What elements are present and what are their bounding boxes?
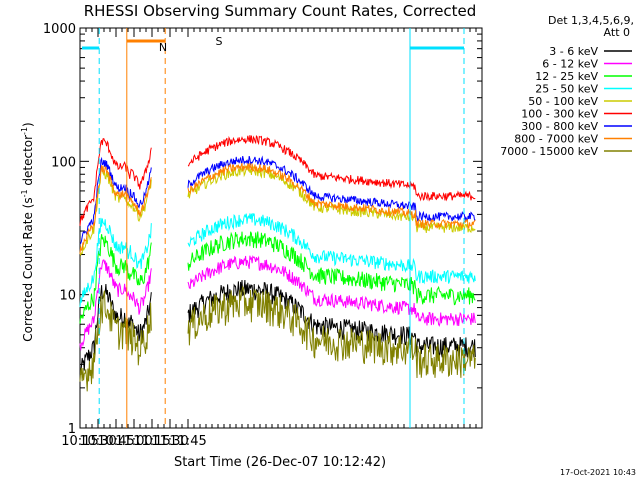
y-axis-label: Corrected Count Rate (s-1 detector-1) xyxy=(20,122,35,341)
y-axis-label-sup1: -1 xyxy=(20,189,29,197)
series-line xyxy=(79,285,476,392)
legend-label: 300 - 800 keV xyxy=(521,120,598,133)
legend-label: 12 - 25 keV xyxy=(535,70,598,83)
series-line xyxy=(79,279,476,375)
legend-label: 50 - 100 keV xyxy=(528,95,598,108)
saa-label: S xyxy=(216,35,223,48)
legend-label: 25 - 50 keV xyxy=(535,83,598,96)
series-line xyxy=(79,162,476,254)
x-tick-label: 10:15 xyxy=(61,434,98,449)
legend-label: 6 - 12 keV xyxy=(542,58,598,71)
x-tick-label: 11:15 xyxy=(133,434,170,449)
series-line xyxy=(79,213,476,308)
y-tick-label: 1000 xyxy=(43,22,76,37)
series-line xyxy=(79,255,476,351)
legend-label: 100 - 300 keV xyxy=(521,108,598,121)
series-line xyxy=(79,135,476,226)
chart-title: RHESSI Observing Summary Count Rates, Co… xyxy=(84,2,477,20)
legend-header-1: Det 1,3,4,5,6,9, xyxy=(548,14,634,27)
timestamp: 17-Oct-2021 10:43 xyxy=(560,468,636,477)
x-tick-label: 10:30 xyxy=(79,434,116,449)
y-axis-label-mid: detector xyxy=(21,135,35,190)
event-markers xyxy=(82,28,465,428)
data-series xyxy=(79,135,476,392)
series-line xyxy=(79,231,476,324)
legend-label: 7000 - 15000 keV xyxy=(500,145,598,158)
y-tick-label: 10 xyxy=(59,289,76,304)
x-tick-label: 10:45 xyxy=(97,434,134,449)
legend-label: 3 - 6 keV xyxy=(549,45,598,58)
night-label: N xyxy=(159,41,167,54)
y-tick-label: 1 xyxy=(68,422,76,437)
x-tick-label: 11:30 xyxy=(151,434,188,449)
x-axis-label: Start Time (26-Dec-07 10:12:42) xyxy=(174,455,386,470)
plot-frame xyxy=(79,27,483,429)
x-tick-label: 11:45 xyxy=(169,434,206,449)
y-axis-label-end: ) xyxy=(21,122,35,127)
y-tick-label: 100 xyxy=(51,155,76,170)
y-axis-label-main: Corrected Count Rate (s xyxy=(21,197,35,341)
y-axis: 1 10 100 1000 xyxy=(43,22,482,437)
series-line xyxy=(79,155,476,244)
legend-header-2: Att 0 xyxy=(604,26,630,39)
legend-label: 800 - 7000 keV xyxy=(514,133,598,146)
y-axis-label-sup2: -1 xyxy=(20,127,29,135)
x-tick-label: 11:00 xyxy=(115,434,152,449)
